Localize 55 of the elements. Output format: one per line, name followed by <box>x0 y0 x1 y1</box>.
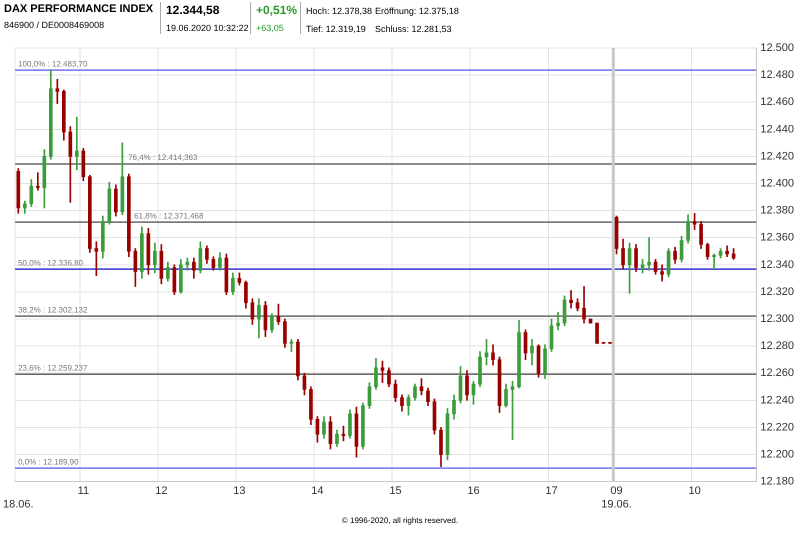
y-tick-label: 12.460 <box>760 96 794 108</box>
x-tick-label: 18.06. <box>3 498 34 510</box>
candlestick <box>640 259 644 274</box>
candlestick <box>569 290 573 308</box>
chart-subtitle: 846900 / DE0008469008 <box>4 20 104 30</box>
x-tick-label: 17 <box>545 485 558 498</box>
y-tick-label: 12.220 <box>760 421 794 434</box>
y-tick-label: 12.340 <box>760 258 794 271</box>
x-tick-label: 13 <box>233 485 246 498</box>
ref-line-label: 61,8% : 12.371,468 <box>134 211 204 220</box>
text: Tief: 12.319,19 <box>306 24 366 34</box>
x-tick-label: 11 <box>78 485 90 498</box>
text: © 1996-2020, all rights reserved. <box>342 516 458 525</box>
ref-line-label: 50,0% : 12.336,80 <box>18 258 84 268</box>
y-tick-label: 12.380 <box>760 204 794 217</box>
candlestick <box>647 237 651 271</box>
candlestick <box>660 264 664 282</box>
x-tick-label: 15 <box>389 485 402 498</box>
candlestick <box>342 426 346 442</box>
text: 19.06.2020 10:32:22 <box>166 23 249 33</box>
text: Hoch: 12.378,38 <box>306 6 372 16</box>
y-tick-label: 12.260 <box>760 367 794 380</box>
y-tick-label: 12.500 <box>760 42 794 54</box>
text: 12.344,58 <box>166 3 220 17</box>
text: Eröffnung: 12.375,18 <box>375 6 459 16</box>
candlestick <box>380 360 384 384</box>
y-tick-label: 12.320 <box>760 286 794 298</box>
y-tick-label: 12.200 <box>760 448 794 461</box>
y-tick-label: 12.420 <box>760 150 794 162</box>
x-tick-label: 14 <box>311 485 324 498</box>
text: +0,51% <box>256 3 298 17</box>
y-tick-label: 12.300 <box>760 313 794 326</box>
candlestick <box>510 381 514 440</box>
x-tick-label: 12 <box>155 485 168 498</box>
y-tick-label: 12.180 <box>760 476 794 488</box>
y-tick-label: 12.360 <box>760 232 794 244</box>
y-tick-label: 12.400 <box>760 178 794 190</box>
y-tick-label: 12.280 <box>760 340 794 352</box>
candlestick <box>556 312 560 330</box>
x-tick-label: 16 <box>467 485 480 498</box>
x-tick-label: 09 19.06. <box>601 485 632 510</box>
ref-line-label: 38,2% : 12.302,132 <box>18 305 88 314</box>
candlestick <box>290 338 294 352</box>
x-tick-label: 10 <box>688 485 701 498</box>
y-tick-label: 12.440 <box>760 123 794 136</box>
ref-line-label: 23,6% : 12.259,237 <box>18 363 88 372</box>
chart-title: DAX PERFORMANCE INDEX <box>4 3 154 15</box>
ref-line-label: 76,4% : 12.414,363 <box>128 153 198 162</box>
ref-line-label: 0,0% : 12.189,90 <box>18 457 80 466</box>
candlestick <box>484 338 488 366</box>
text: Schluss: 12.281,53 <box>375 24 452 34</box>
y-tick-label: 12.240 <box>760 394 794 406</box>
ref-line-label: 100,0% : 12.483,70 <box>18 59 88 68</box>
text: +63,05 <box>256 23 284 33</box>
y-tick-label: 12.480 <box>760 69 794 82</box>
